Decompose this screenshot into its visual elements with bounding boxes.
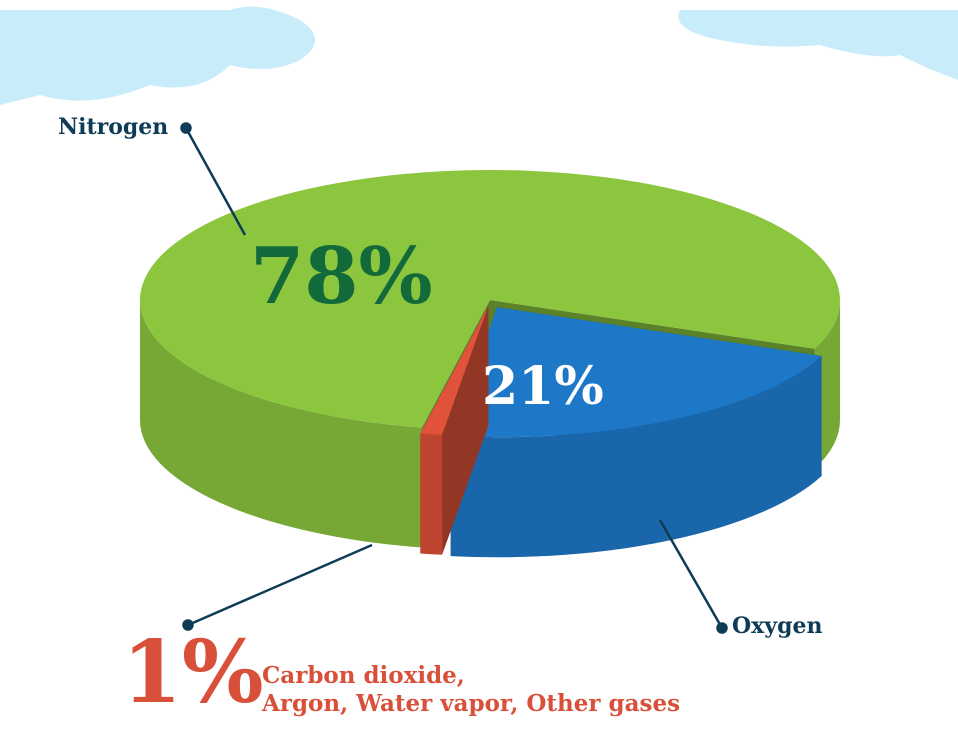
slice-side <box>450 355 822 558</box>
leader-dot <box>180 122 192 134</box>
slice-top <box>450 307 822 438</box>
slice-shade <box>420 433 443 555</box>
value-label: 21% <box>482 356 604 417</box>
slice-top <box>140 170 841 428</box>
category-label: Carbon dioxide, Argon, Water vapor, Othe… <box>262 662 681 717</box>
category-label: Oxygen <box>732 613 823 639</box>
slice-side <box>420 433 443 555</box>
leader-line <box>184 127 247 236</box>
leader-dot <box>182 619 194 631</box>
slice-top <box>420 305 489 435</box>
leader-lines <box>180 122 728 634</box>
slice-side <box>139 300 423 548</box>
clouds <box>0 6 958 106</box>
leader-line <box>658 519 724 629</box>
leader-dot <box>716 622 728 634</box>
slice-shade <box>139 300 423 548</box>
leader-line <box>187 543 373 627</box>
pie <box>139 170 841 558</box>
slice-shade <box>450 355 822 558</box>
category-label: Nitrogen <box>58 114 169 140</box>
value-label: 78% <box>250 231 433 322</box>
value-label: 1% <box>122 622 264 723</box>
